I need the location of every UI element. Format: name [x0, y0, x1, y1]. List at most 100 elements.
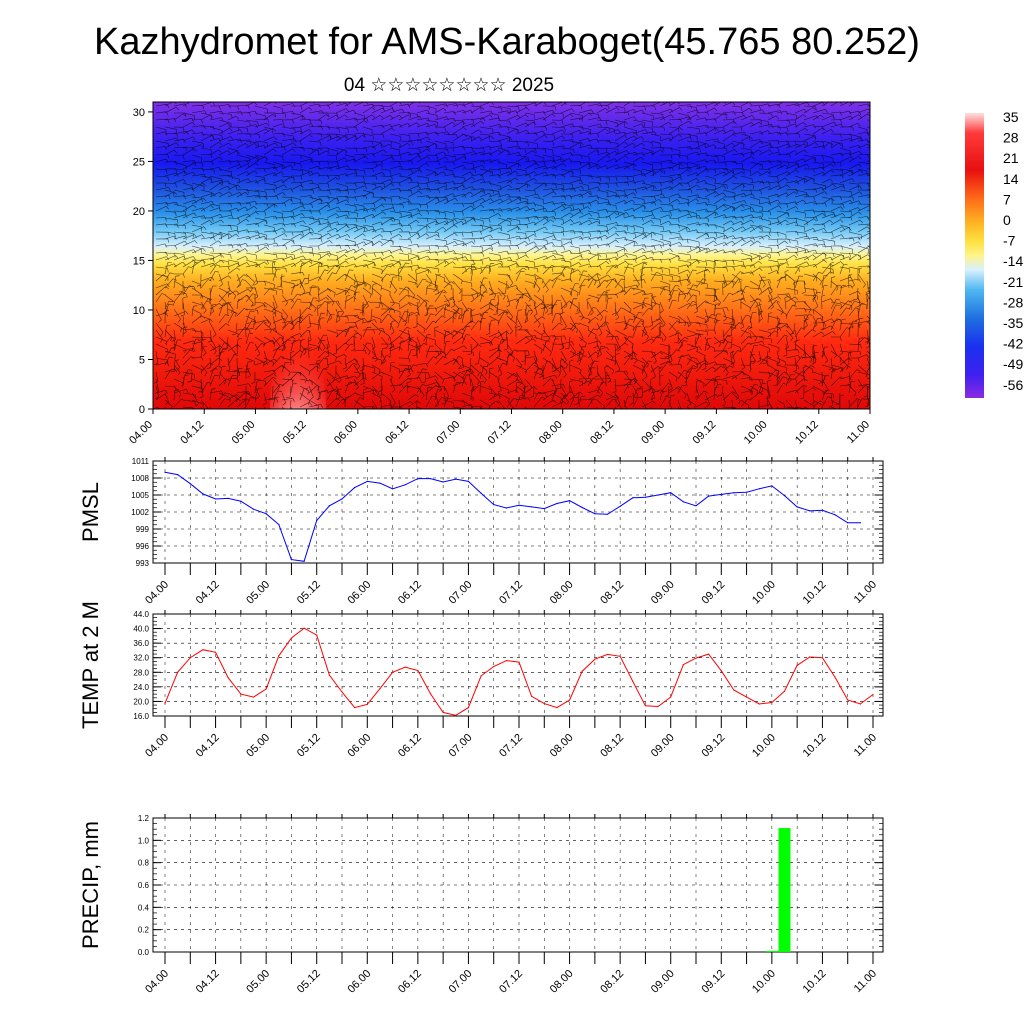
colorbar-label: -35	[1003, 315, 1023, 331]
xtick-label: 05.12	[295, 732, 323, 760]
data-point	[543, 703, 545, 705]
xtick-label: 06.12	[396, 579, 424, 607]
y-axis-label: TEMP at 2 M	[78, 601, 103, 729]
xtick-label: 10.12	[801, 579, 829, 607]
data-point	[568, 500, 571, 502]
xtick-label: 04.00	[143, 968, 171, 996]
ytick-label: 24.0	[133, 683, 149, 692]
ytick-label: 993	[136, 559, 150, 568]
ytick-label: 0.6	[138, 881, 150, 890]
xtick-label: 10.00	[750, 579, 778, 607]
data-point	[391, 488, 394, 490]
data-point	[771, 701, 773, 704]
data-point	[202, 649, 204, 651]
data-point	[619, 655, 621, 657]
cs-xtick-label: 10.12	[793, 419, 821, 447]
ytick-label: 1002	[131, 508, 149, 517]
colorbar-label: -28	[1003, 294, 1023, 310]
cs-xtick-label: 07.00	[434, 419, 462, 447]
temp-panel: 44.0 40.0 36.0 32.0 28.0 24.0 20.0 16.0 04.00 04.…	[78, 601, 884, 760]
cs-ytick-label: 25	[133, 156, 145, 168]
colorbar-label: 35	[1003, 109, 1019, 125]
xtick-label: 06.00	[345, 968, 373, 996]
xtick-label: 04.12	[194, 968, 222, 996]
xtick-label: 11.00	[852, 968, 879, 995]
data-point	[227, 497, 229, 499]
ytick-label: 32.0	[133, 654, 149, 663]
xtick-label: 07.12	[497, 968, 525, 996]
data-point	[581, 506, 583, 509]
ytick-label: 1.0	[138, 836, 150, 845]
data-point	[177, 671, 179, 673]
data-point	[670, 492, 672, 494]
data-point	[341, 498, 343, 500]
data-point	[417, 669, 419, 672]
data-point	[493, 665, 495, 668]
chart-subtitle: 04 ☆☆☆☆☆☆☆☆ 2025	[344, 75, 554, 96]
data-point	[745, 491, 748, 493]
data-point	[214, 498, 217, 500]
colorbar-label: -21	[1003, 274, 1023, 290]
data-point	[834, 676, 836, 678]
data-point	[505, 507, 507, 509]
data-point	[354, 487, 356, 489]
xtick-label: 05.00	[244, 968, 272, 996]
xtick-label: 08.00	[548, 732, 576, 760]
data-point	[429, 477, 432, 480]
colorbar-label: 7	[1003, 191, 1011, 207]
colorbar-label: 21	[1003, 150, 1019, 166]
data-point	[657, 494, 659, 496]
data-point	[796, 506, 798, 508]
xtick-label: 07.00	[447, 579, 475, 607]
xtick-label: 09.12	[699, 579, 727, 607]
data-point	[733, 492, 735, 494]
cs-xtick-label: 08.00	[537, 419, 565, 447]
precip-bar	[778, 828, 791, 952]
data-point	[632, 680, 634, 682]
data-point	[771, 485, 773, 487]
data-point	[467, 707, 470, 709]
cs-xtick-label: 08.12	[588, 419, 616, 447]
data-point	[670, 696, 672, 698]
xtick-label: 05.12	[295, 579, 323, 607]
colorbar: 35 28 21 14 7 0 -7 -14 -21 -28 -35 -42 -49 -56	[965, 109, 1023, 398]
xtick-label: 06.12	[396, 968, 424, 996]
data-point	[720, 670, 722, 672]
data-point	[341, 691, 343, 693]
data-point	[493, 504, 495, 506]
data-point	[265, 513, 267, 515]
xtick-label: 09.12	[699, 968, 727, 996]
data-point	[758, 488, 760, 490]
ytick-label: 1008	[131, 474, 149, 483]
data-point	[783, 494, 786, 497]
data-point	[467, 480, 470, 482]
data-point	[531, 695, 533, 697]
ytick-label: 20.0	[133, 697, 149, 706]
xtick-label: 09.00	[649, 579, 677, 607]
data-point	[366, 480, 368, 482]
xtick-label: 09.00	[649, 732, 677, 760]
data-point	[644, 496, 647, 498]
data-point	[328, 505, 330, 507]
wind-barbs	[154, 102, 870, 409]
cs-ytick-label: 15	[133, 255, 145, 267]
data-point	[682, 501, 684, 503]
data-point	[809, 510, 811, 512]
data-point	[556, 707, 558, 709]
cs-ytick-label: 20	[133, 206, 145, 218]
colorbar-label: -7	[1003, 233, 1016, 249]
series-line	[164, 471, 861, 562]
xtick-label: 06.00	[345, 579, 373, 607]
y-axis-label: PRECIP, mm	[78, 821, 103, 949]
data-point	[632, 497, 634, 499]
data-point	[278, 655, 280, 657]
data-point	[644, 705, 647, 707]
data-point	[594, 513, 596, 515]
data-point	[265, 688, 267, 690]
cs-xtick-label: 04.00	[127, 419, 155, 447]
data-point	[859, 703, 861, 705]
colorbar-label: -49	[1003, 356, 1023, 372]
xtick-label: 04.00	[143, 579, 171, 607]
